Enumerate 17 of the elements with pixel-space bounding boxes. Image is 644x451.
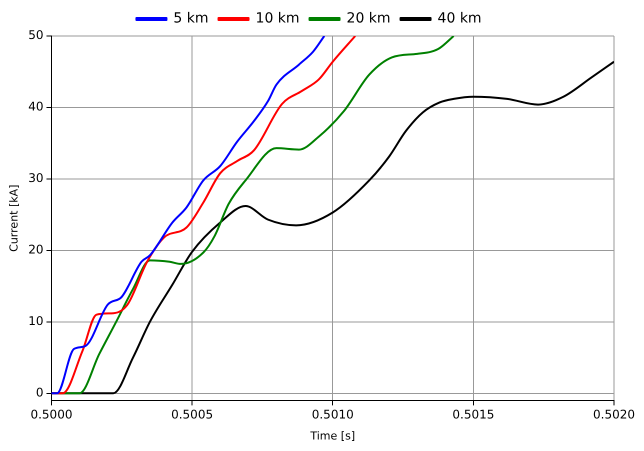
- y-tick-label: 50: [28, 28, 44, 42]
- x-tick-label: 0.5020: [593, 408, 635, 422]
- x-tick-label: 0.5005: [171, 408, 214, 422]
- x-axis-title: Time [s]: [309, 429, 356, 442]
- x-tick-label: 0.5010: [312, 408, 354, 422]
- y-axis-title: Current [kA]: [7, 184, 20, 252]
- y-tick-label: 30: [28, 171, 44, 186]
- x-tick-label: 0.5015: [452, 408, 494, 422]
- y-tick-label: 40: [28, 100, 44, 114]
- y-tick-label: 10: [28, 314, 44, 328]
- y-tick-label: 20: [28, 242, 44, 256]
- x-tick-label: 0.5000: [30, 408, 72, 422]
- y-tick-label: 0: [36, 385, 44, 400]
- legend-label: 40 km: [438, 10, 482, 27]
- legend-label: 20 km: [346, 10, 391, 27]
- legend-label: 5 km: [173, 10, 209, 27]
- legend-label: 10 km: [256, 10, 300, 27]
